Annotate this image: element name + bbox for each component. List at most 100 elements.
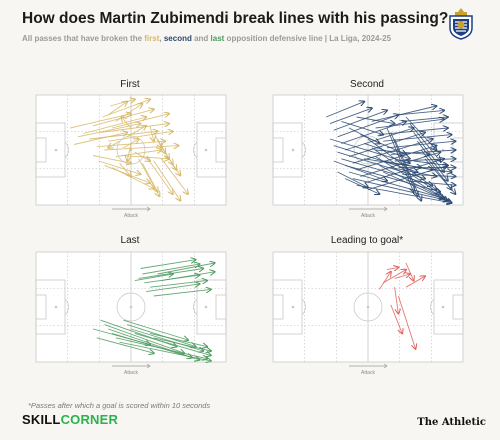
legend-last: last bbox=[210, 34, 225, 43]
panel-title-first: First bbox=[120, 79, 140, 90]
pass-arrow bbox=[413, 160, 448, 165]
panel-title-goal: Leading to goal* bbox=[330, 235, 404, 246]
pass-arrow bbox=[161, 158, 188, 194]
pass-arrow bbox=[96, 337, 154, 353]
pass-arrow bbox=[108, 131, 173, 142]
pass-arrow bbox=[121, 155, 170, 159]
pass-arrows bbox=[326, 102, 455, 203]
pass-arrow bbox=[405, 276, 425, 288]
pass-arrow bbox=[73, 132, 127, 145]
pass-arrow bbox=[104, 324, 184, 354]
pass-arrow bbox=[405, 262, 414, 281]
pass-arrow bbox=[348, 171, 444, 198]
attack-direction: Attack bbox=[349, 363, 388, 376]
attack-label: Attack bbox=[361, 213, 375, 219]
pass-arrow bbox=[333, 110, 387, 131]
pass-arrow bbox=[123, 139, 138, 149]
pass-arrow bbox=[352, 178, 448, 201]
pass-arrow bbox=[386, 127, 414, 192]
pass-arrow bbox=[329, 108, 372, 125]
pitch-markings bbox=[272, 251, 464, 363]
pass-arrow bbox=[149, 332, 207, 346]
attack-label: Attack bbox=[124, 213, 138, 219]
attack-label: Attack bbox=[361, 370, 375, 376]
pass-arrow bbox=[122, 117, 132, 129]
pass-arrow bbox=[83, 117, 147, 134]
panel-title-last: Last bbox=[120, 235, 140, 246]
pass-arrow bbox=[383, 171, 451, 203]
chart-title: How does Martin Zubimendi break lines wi… bbox=[22, 10, 449, 27]
pass-arrow bbox=[394, 287, 399, 313]
pass-arrow bbox=[153, 132, 162, 147]
pass-arrow bbox=[337, 171, 368, 187]
pass-arrow bbox=[409, 123, 440, 161]
pass-arrow bbox=[77, 124, 141, 138]
pass-arrow bbox=[356, 116, 395, 124]
pass-arrow bbox=[102, 99, 151, 118]
legend-first: first bbox=[144, 34, 160, 43]
pass-arrow bbox=[134, 332, 211, 355]
skillcorner-logo: SKILLCORNER bbox=[22, 412, 119, 427]
pass-arrow bbox=[157, 263, 215, 275]
pass-arrow bbox=[149, 125, 154, 141]
pass-arrow bbox=[89, 131, 157, 140]
pass-arrow bbox=[337, 115, 399, 138]
pass-arrow bbox=[115, 337, 207, 359]
pass-arrows bbox=[70, 99, 188, 200]
pass-arrow bbox=[107, 102, 127, 116]
pass-arrow bbox=[104, 146, 178, 151]
pass-arrow bbox=[142, 264, 199, 275]
pass-arrow bbox=[394, 159, 456, 161]
pass-arrow bbox=[371, 106, 437, 122]
pass-arrows bbox=[379, 262, 425, 349]
pass-arrow bbox=[146, 284, 199, 293]
pass-arrow bbox=[92, 155, 131, 164]
pass-arrow bbox=[153, 337, 211, 351]
pass-arrow bbox=[348, 132, 425, 158]
pitch-second: Attack bbox=[272, 94, 464, 219]
pass-arrow bbox=[341, 158, 432, 185]
pass-arrow bbox=[356, 146, 437, 171]
pass-arrow bbox=[402, 117, 448, 122]
pass-arrow bbox=[329, 138, 410, 163]
pass-arrow bbox=[153, 160, 181, 201]
pass-arrow bbox=[153, 289, 211, 297]
attack-direction: Attack bbox=[112, 363, 151, 376]
pass-arrow bbox=[386, 267, 398, 269]
pass-arrow bbox=[98, 160, 141, 174]
pass-arrow bbox=[108, 140, 120, 148]
zone-dividers bbox=[36, 95, 226, 205]
the-athletic-logo: The Athletic bbox=[417, 417, 486, 428]
pass-arrow bbox=[140, 260, 196, 269]
zone-dividers bbox=[273, 252, 463, 362]
pass-arrow bbox=[142, 162, 157, 192]
pass-arrow bbox=[348, 127, 379, 143]
pass-arrow bbox=[382, 270, 406, 284]
pass-arrow bbox=[397, 295, 415, 349]
pass-arrow bbox=[417, 167, 451, 172]
pass-arrow bbox=[109, 99, 135, 107]
legend-second: second bbox=[163, 34, 192, 43]
pass-arrow bbox=[92, 328, 150, 344]
chart-subtitle: All passes that have broken the first, s… bbox=[22, 34, 392, 43]
pass-arrow bbox=[111, 114, 169, 129]
pass-arrow bbox=[345, 164, 440, 191]
pass-arrow bbox=[130, 328, 203, 351]
real-sociedad-crest-icon bbox=[449, 8, 473, 40]
pass-arrow bbox=[345, 178, 379, 194]
pass-arrow bbox=[333, 160, 387, 181]
pass-arrow bbox=[398, 110, 444, 116]
attack-direction: Attack bbox=[112, 206, 151, 219]
panel-title-second: Second bbox=[350, 79, 384, 90]
pass-arrow bbox=[119, 162, 131, 176]
pass-arrow bbox=[394, 138, 422, 201]
pass-arrow bbox=[111, 167, 154, 189]
pass-arrow bbox=[126, 126, 146, 138]
pass-arrow bbox=[341, 120, 383, 134]
pass-arrow bbox=[145, 156, 173, 194]
pass-arrow bbox=[390, 167, 437, 177]
pitch-first: Attack bbox=[35, 94, 227, 219]
pass-arrow bbox=[375, 149, 429, 154]
pass-arrow bbox=[424, 158, 455, 194]
attack-direction: Attack bbox=[349, 206, 388, 219]
